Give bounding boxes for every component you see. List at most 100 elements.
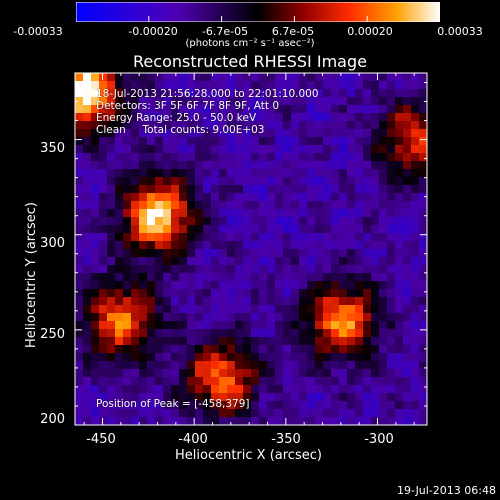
heatmap-cell [203, 105, 212, 114]
heatmap-cell [403, 161, 412, 170]
heatmap-cell [395, 305, 404, 314]
heatmap-cell [251, 361, 260, 370]
heatmap-cell [99, 209, 108, 218]
heatmap-cell [323, 105, 332, 114]
heatmap-cell [331, 169, 340, 178]
heatmap-cell [283, 137, 292, 146]
heatmap-cell [387, 265, 396, 274]
heatmap-cell [75, 153, 84, 162]
heatmap-cell [139, 353, 148, 362]
heatmap-cell [379, 81, 388, 90]
heatmap-cell [307, 89, 316, 98]
heatmap-cell [411, 289, 420, 298]
heatmap-cell [419, 273, 427, 282]
heatmap-cell [395, 81, 404, 90]
heatmap-cell [171, 377, 180, 386]
heatmap-cell [419, 369, 427, 378]
heatmap-cell [115, 305, 124, 314]
heatmap-cell [307, 249, 316, 258]
heatmap-cell [147, 129, 156, 138]
heatmap-cell [203, 185, 212, 194]
heatmap-cell [315, 217, 324, 226]
heatmap-cell [83, 401, 92, 410]
heatmap-cell [411, 401, 420, 410]
heatmap-cell [91, 217, 100, 226]
heatmap-cell [99, 369, 108, 378]
heatmap-cell [211, 297, 220, 306]
heatmap-cell [331, 385, 340, 394]
heatmap-cell [371, 345, 380, 354]
heatmap-cell [363, 409, 372, 418]
heatmap-cell [267, 233, 276, 242]
heatmap-cell [123, 329, 132, 338]
heatmap-cell [171, 225, 180, 234]
heatmap-cell [331, 321, 340, 330]
heatmap-cell [75, 169, 84, 178]
heatmap-cell [283, 233, 292, 242]
heatmap-cell [283, 305, 292, 314]
heatmap-cell [291, 385, 300, 394]
heatmap-cell [387, 337, 396, 346]
heatmap-cell [227, 161, 236, 170]
colorbar-tick: -0.00033 [13, 25, 63, 38]
heatmap-cell [251, 329, 260, 338]
heatmap-cell [291, 401, 300, 410]
heatmap-cell [227, 153, 236, 162]
heatmap-cell [379, 385, 388, 394]
heatmap-cell [107, 161, 116, 170]
heatmap-cell [219, 249, 228, 258]
heatmap-cell [411, 105, 420, 114]
heatmap-cell [83, 281, 92, 290]
heatmap-cell [115, 145, 124, 154]
heatmap-cell [251, 409, 260, 418]
heatmap-cell [75, 305, 84, 314]
heatmap-cell [187, 265, 196, 274]
heatmap-cell [235, 73, 244, 82]
heatmap-cell [179, 401, 188, 410]
heatmap-cell [339, 273, 348, 282]
heatmap-cell [91, 257, 100, 266]
heatmap-cell [371, 193, 380, 202]
heatmap-cell [379, 313, 388, 322]
heatmap-cell [203, 113, 212, 122]
heatmap-cell [275, 321, 284, 330]
heatmap-cell [235, 281, 244, 290]
heatmap-cell [91, 401, 100, 410]
heatmap-cell [307, 169, 316, 178]
heatmap-cell [123, 369, 132, 378]
heatmap-cell [107, 201, 116, 210]
heatmap-cell [163, 153, 172, 162]
heatmap-cell [211, 137, 220, 146]
heatmap-cell [259, 113, 268, 122]
heatmap-cell [371, 241, 380, 250]
heatmap-cell [251, 401, 260, 410]
heatmap-cell [83, 273, 92, 282]
heatmap-cell [203, 297, 212, 306]
heatmap-cell [243, 345, 252, 354]
heatmap-cell [195, 241, 204, 250]
heatmap-cell [339, 289, 348, 298]
heatmap-cell [107, 265, 116, 274]
heatmap-cell [379, 417, 388, 425]
heatmap-cell [115, 313, 124, 322]
heatmap-cell [107, 129, 116, 138]
heatmap-cell [363, 377, 372, 386]
heatmap-cell [387, 361, 396, 370]
heatmap-cell [163, 417, 172, 425]
heatmap-cell [227, 281, 236, 290]
heatmap-cell [315, 265, 324, 274]
heatmap-cell [331, 217, 340, 226]
heatmap-cell [339, 225, 348, 234]
heatmap-cell [195, 73, 204, 82]
heatmap-cell [307, 97, 316, 106]
heatmap-cell [395, 385, 404, 394]
heatmap-cell [91, 137, 100, 146]
heatmap-cell [211, 233, 220, 242]
heatmap-cell [323, 393, 332, 402]
heatmap-cell [323, 289, 332, 298]
heatmap-cell [179, 265, 188, 274]
heatmap-cell [83, 369, 92, 378]
heatmap-cell [115, 217, 124, 226]
heatmap-cell [283, 241, 292, 250]
heatmap-cell [259, 145, 268, 154]
